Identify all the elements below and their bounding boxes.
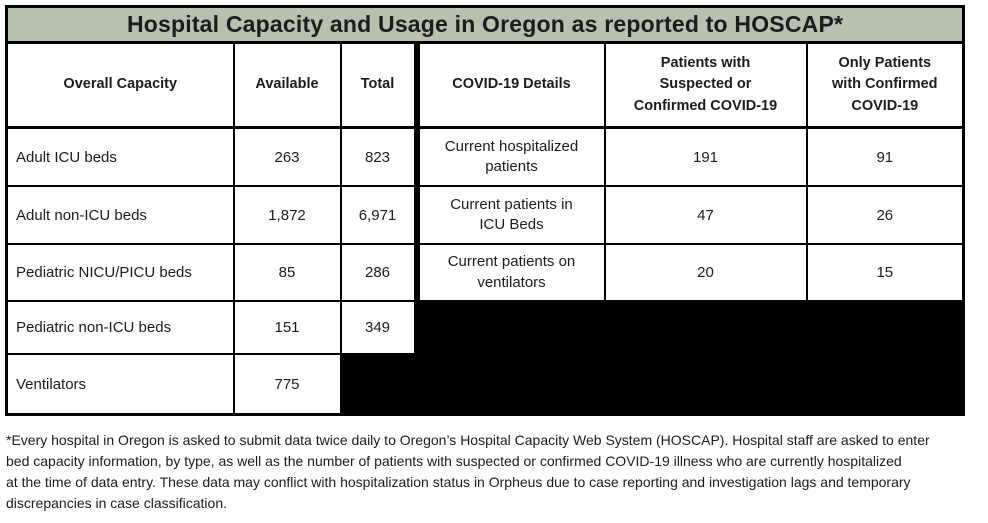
header-total: Total	[339, 41, 418, 129]
covid-label-cell: Current patients on ventilators	[413, 243, 606, 302]
footnote-line: bed capacity information, by type, as we…	[6, 453, 902, 469]
capacity-label-cell: Adult non-ICU beds	[5, 185, 235, 245]
table-row: Pediatric NICU/PICU beds 85 286 Current …	[5, 243, 965, 302]
table-row: Adult ICU beds 263 823 Current hospitali…	[5, 126, 965, 187]
capacity-label-cell: Ventilators	[5, 353, 235, 416]
total-cell: 286	[339, 243, 418, 302]
header-available: Available	[232, 41, 342, 129]
report-sheet: Hospital Capacity and Usage in Oregon as…	[5, 5, 966, 416]
table-row: Ventilators 775	[5, 353, 965, 416]
header-confirmed-only: Only Patients with Confirmed COVID-19	[805, 41, 965, 129]
available-cell: 85	[232, 243, 342, 302]
blackout-cell	[413, 300, 965, 355]
available-cell: 151	[232, 300, 342, 355]
capacity-label-cell: Pediatric NICU/PICU beds	[5, 243, 235, 302]
header-suspected-confirmed: Patients with Suspected or Confirmed COV…	[603, 41, 808, 129]
footnote-line: at the time of data entry. These data ma…	[6, 474, 911, 490]
available-cell: 263	[232, 126, 342, 187]
table-title: Hospital Capacity and Usage in Oregon as…	[5, 5, 965, 44]
title-row: Hospital Capacity and Usage in Oregon as…	[5, 5, 965, 44]
capacity-label-cell: Pediatric non-ICU beds	[5, 300, 235, 355]
header-overall-capacity: Overall Capacity	[5, 41, 235, 129]
hospital-capacity-table: Hospital Capacity and Usage in Oregon as…	[5, 5, 966, 416]
covid-label-cell: Current hospitalized patients	[413, 126, 606, 187]
available-cell: 775	[232, 353, 342, 416]
available-cell: 1,872	[232, 185, 342, 245]
header-covid-details: COVID-19 Details	[413, 41, 606, 129]
capacity-label-cell: Adult ICU beds	[5, 126, 235, 187]
header-row: Overall Capacity Available Total COVID-1…	[5, 41, 965, 129]
suspected-confirmed-cell: 20	[603, 243, 808, 302]
suspected-confirmed-cell: 191	[603, 126, 808, 187]
suspected-confirmed-cell: 47	[603, 185, 808, 245]
footnote-line: discrepancies in case classification.	[6, 495, 227, 511]
footnote: *Every hospital in Oregon is asked to su…	[6, 430, 986, 514]
total-cell: 823	[339, 126, 418, 187]
confirmed-only-cell: 91	[805, 126, 965, 187]
confirmed-only-cell: 15	[805, 243, 965, 302]
footnote-line: *Every hospital in Oregon is asked to su…	[6, 432, 930, 448]
table-row: Pediatric non-ICU beds 151 349	[5, 300, 965, 355]
table-row: Adult non-ICU beds 1,872 6,971 Current p…	[5, 185, 965, 245]
covid-label-cell: Current patients in ICU Beds	[413, 185, 606, 245]
total-cell: 6,971	[339, 185, 418, 245]
total-cell: 349	[339, 300, 418, 355]
blackout-cell	[339, 353, 965, 416]
confirmed-only-cell: 26	[805, 185, 965, 245]
